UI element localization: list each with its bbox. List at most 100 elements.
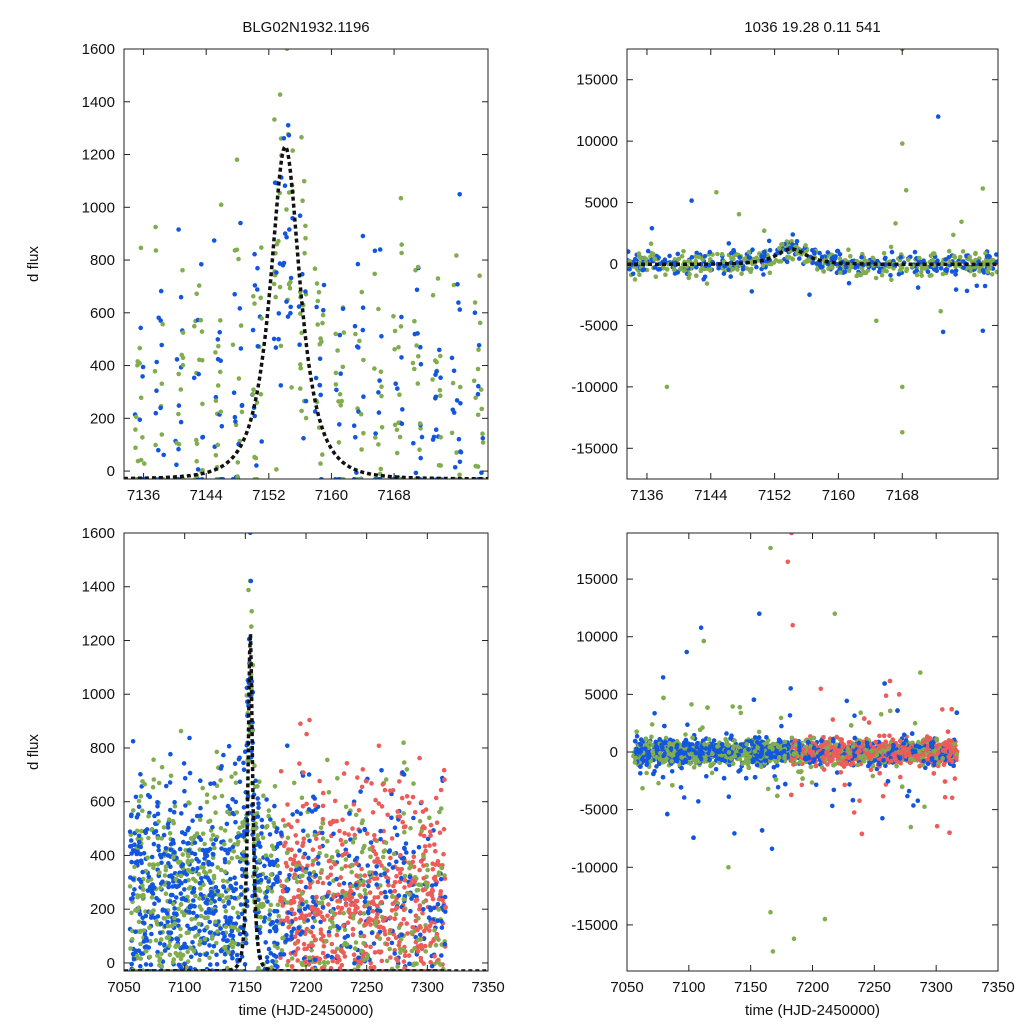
data-point-blue xyxy=(306,772,312,777)
data-point-green xyxy=(394,427,400,433)
data-point-red xyxy=(375,856,380,861)
data-point-red xyxy=(289,964,295,969)
data-point-blue xyxy=(726,267,731,273)
data-point-blue xyxy=(434,369,439,374)
data-point-green xyxy=(305,833,311,838)
data-point-blue xyxy=(190,890,195,895)
data-point-green xyxy=(407,892,412,897)
data-point-blue xyxy=(152,901,157,906)
data-point-blue xyxy=(236,914,241,920)
data-point-green xyxy=(285,962,290,968)
data-point-blue xyxy=(369,930,375,936)
data-point-blue xyxy=(372,248,378,254)
data-point-green xyxy=(216,892,221,898)
data-point-red xyxy=(428,960,433,965)
x-tick-label: 7350 xyxy=(471,979,504,996)
data-point-green xyxy=(196,921,201,927)
data-point-blue xyxy=(194,913,200,919)
data-point-red xyxy=(293,952,298,957)
data-point-green xyxy=(294,863,299,869)
data-point-blue xyxy=(289,919,295,924)
data-point-blue xyxy=(130,876,136,882)
data-point-green xyxy=(477,273,482,279)
data-point-blue xyxy=(729,733,734,738)
data-point-blue xyxy=(675,251,681,257)
data-point-red xyxy=(312,802,318,808)
data-point-green xyxy=(172,803,178,809)
data-point-green xyxy=(769,261,774,267)
data-point-red xyxy=(367,890,373,895)
data-point-blue xyxy=(352,961,357,966)
data-point-blue xyxy=(713,766,719,772)
data-point-blue xyxy=(374,882,380,887)
data-point-green xyxy=(333,382,339,387)
data-point-red xyxy=(360,767,366,772)
data-point-blue xyxy=(407,874,413,880)
data-point-blue xyxy=(211,842,216,847)
data-point-green xyxy=(417,421,423,426)
data-point-red xyxy=(372,950,378,955)
data-point-red xyxy=(295,894,301,899)
data-point-green xyxy=(289,385,294,390)
data-point-green xyxy=(648,241,654,246)
data-point-blue xyxy=(230,933,236,939)
data-point-blue xyxy=(880,816,885,821)
data-point-blue xyxy=(153,821,158,826)
data-point-green xyxy=(383,840,389,845)
data-point-green xyxy=(236,376,242,381)
data-point-green xyxy=(232,248,238,253)
data-point-blue xyxy=(297,908,303,914)
data-point-blue xyxy=(911,803,916,808)
data-point-blue xyxy=(158,930,163,936)
data-point-green xyxy=(653,274,659,280)
data-point-blue xyxy=(301,828,306,834)
data-point-blue xyxy=(825,250,831,255)
data-point-blue xyxy=(274,270,279,275)
data-point-blue xyxy=(430,437,436,442)
data-point-green xyxy=(271,281,277,287)
data-point-blue xyxy=(472,310,478,316)
data-point-green xyxy=(145,878,151,884)
data-point-red xyxy=(433,849,438,854)
data-point-blue xyxy=(180,862,186,867)
data-point-red xyxy=(397,779,402,784)
data-point-red xyxy=(898,774,903,780)
data-point-red xyxy=(288,867,294,872)
data-point-blue xyxy=(797,256,802,261)
data-point-green xyxy=(140,435,145,440)
data-point-red xyxy=(303,959,308,964)
data-point-green xyxy=(137,345,143,351)
data-point-green xyxy=(213,810,218,815)
y-tick-label: 400 xyxy=(90,358,115,375)
data-point-red xyxy=(379,863,384,868)
data-point-green xyxy=(166,817,172,822)
data-point-blue xyxy=(657,266,663,272)
data-point-green xyxy=(432,927,437,933)
data-point-green xyxy=(226,860,232,865)
data-point-red xyxy=(295,958,301,963)
data-point-green xyxy=(286,190,292,195)
data-point-blue xyxy=(207,919,212,925)
data-point-green xyxy=(401,760,407,765)
data-point-blue xyxy=(284,234,289,240)
data-point-blue xyxy=(138,325,143,331)
data-point-red xyxy=(395,958,400,964)
data-point-red xyxy=(326,889,332,895)
data-point-green xyxy=(230,342,236,348)
data-point-red xyxy=(402,877,408,883)
data-point-red xyxy=(401,916,407,922)
data-point-green xyxy=(320,320,325,326)
data-point-green xyxy=(185,867,191,873)
data-point-blue xyxy=(207,892,212,898)
data-point-green xyxy=(215,442,221,448)
data-point-green xyxy=(258,295,264,301)
data-point-blue xyxy=(176,446,181,452)
data-point-red xyxy=(428,829,433,835)
data-point-red xyxy=(362,873,368,878)
data-point-blue xyxy=(395,386,400,391)
data-point-blue xyxy=(256,801,261,806)
data-point-blue xyxy=(737,255,742,260)
data-point-green xyxy=(681,249,686,254)
data-point-green xyxy=(353,812,359,818)
data-point-blue xyxy=(143,913,149,919)
